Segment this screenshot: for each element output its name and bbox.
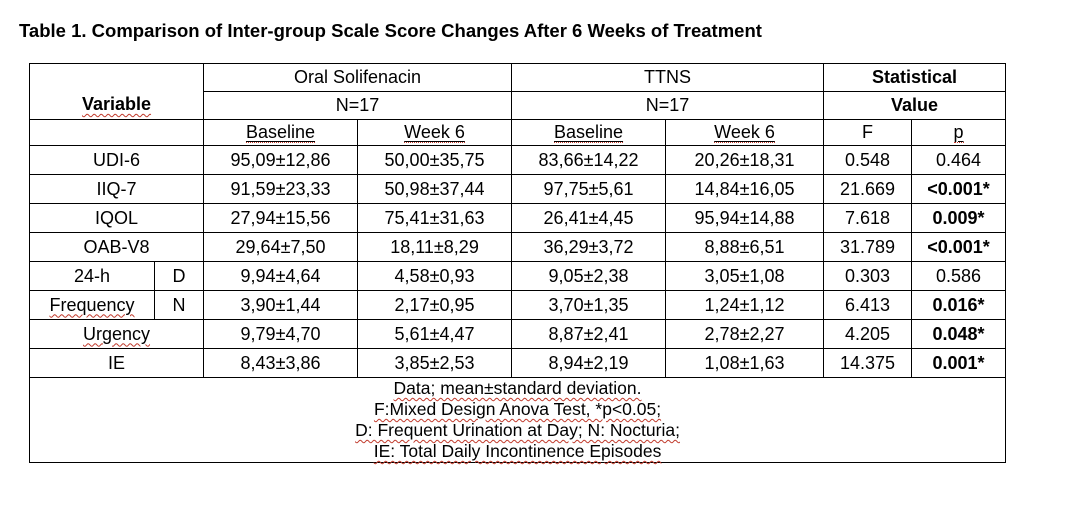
- p-header: p: [911, 119, 1007, 146]
- g2-baseline: 26,41±4,45: [511, 203, 667, 233]
- freq-label-top: 24-h: [29, 261, 155, 291]
- g1-week6: 5,61±4,47: [357, 319, 513, 349]
- g2-baseline: 8,94±2,19: [511, 348, 667, 378]
- note-line-1: Data; mean±standard deviation.: [393, 378, 642, 398]
- freq-code: N: [153, 290, 205, 320]
- g1-baseline: 29,64±7,50: [203, 232, 359, 262]
- g1-baseline: 91,59±23,33: [203, 174, 359, 204]
- g2-baseline: 36,29±3,72: [511, 232, 667, 262]
- f-value: 31.789: [823, 232, 913, 262]
- note-line-4: IE: Total Daily Incontinence Episodes: [373, 441, 662, 461]
- freq-label-bottom: Frequency: [29, 290, 155, 320]
- table-notes: Data; mean±standard deviation. F:Mixed D…: [28, 377, 1007, 463]
- g2-week6: 95,94±14,88: [665, 203, 825, 233]
- row-label: Urgency: [28, 319, 205, 349]
- variable-header: Variable: [28, 63, 205, 120]
- g1-baseline-header: Baseline: [203, 119, 359, 146]
- p-value: 0.009*: [911, 203, 1007, 233]
- g1-week6: 3,85±2,53: [357, 348, 513, 378]
- table-caption: Table 1. Comparison of Inter-group Scale…: [19, 20, 762, 41]
- p-value: 0.586: [911, 261, 1007, 291]
- f-header: F: [823, 119, 913, 146]
- g1-week6: 18,11±8,29: [357, 232, 513, 262]
- freq-code: D: [153, 261, 205, 291]
- g2-week6: 1,08±1,63: [665, 348, 825, 378]
- g2-week6-header: Week 6: [665, 119, 825, 146]
- p-value: 0.001*: [911, 348, 1007, 378]
- table-row: Frequency N 3,90±1,44 2,17±0,95 3,70±1,3…: [29, 290, 1007, 320]
- f-value: 0.548: [823, 145, 913, 175]
- g1-baseline: 9,94±4,64: [203, 261, 359, 291]
- g1-week6: 50,00±35,75: [357, 145, 513, 175]
- g2-week6: 1,24±1,12: [665, 290, 825, 320]
- g1-baseline: 3,90±1,44: [203, 290, 359, 320]
- g1-week6: 50,98±37,44: [357, 174, 513, 204]
- g1-week6: 4,58±0,93: [357, 261, 513, 291]
- p-value: <0.001*: [911, 232, 1007, 262]
- table-row: UDI-6 95,09±12,86 50,00±35,75 83,66±14,2…: [28, 145, 1007, 175]
- stat-header-line2: Value: [823, 91, 1007, 120]
- g1-week6: 2,17±0,95: [357, 290, 513, 320]
- stat-header-line1: Statistical: [823, 63, 1007, 92]
- f-value: 6.413: [823, 290, 913, 320]
- g2-baseline: 3,70±1,35: [511, 290, 667, 320]
- p-value: 0.016*: [911, 290, 1007, 320]
- group1-name: Oral Solifenacin: [203, 63, 513, 92]
- table-row: IQOL 27,94±15,56 75,41±31,63 26,41±4,45 …: [28, 203, 1007, 233]
- g2-week6: 14,84±16,05: [665, 174, 825, 204]
- p-value: 0.048*: [911, 319, 1007, 349]
- g1-baseline: 8,43±3,86: [203, 348, 359, 378]
- g2-baseline: 8,87±2,41: [511, 319, 667, 349]
- g1-week6-header: Week 6: [357, 119, 513, 146]
- g2-week6: 3,05±1,08: [665, 261, 825, 291]
- g2-week6: 2,78±2,27: [665, 319, 825, 349]
- f-value: 21.669: [823, 174, 913, 204]
- row-label: IQOL: [28, 203, 205, 233]
- f-value: 14.375: [823, 348, 913, 378]
- table-row: 24-h D 9,94±4,64 4,58±0,93 9,05±2,38 3,0…: [29, 261, 1007, 291]
- g1-week6: 75,41±31,63: [357, 203, 513, 233]
- g2-baseline-header: Baseline: [511, 119, 667, 146]
- g2-week6: 8,88±6,51: [665, 232, 825, 262]
- table-row: IIQ-7 91,59±23,33 50,98±37,44 97,75±5,61…: [28, 174, 1007, 204]
- row-label: IE: [28, 348, 205, 378]
- note-line-3: D: Frequent Urination at Day; N: Nocturi…: [355, 420, 680, 440]
- g1-baseline: 95,09±12,86: [203, 145, 359, 175]
- group2-n: N=17: [511, 91, 825, 120]
- f-value: 0.303: [823, 261, 913, 291]
- g2-week6: 20,26±18,31: [665, 145, 825, 175]
- g2-baseline: 83,66±14,22: [511, 145, 667, 175]
- comparison-table: Variable Oral Solifenacin TTNS Statistic…: [28, 63, 1007, 463]
- p-value: 0.464: [911, 145, 1007, 175]
- group1-n: N=17: [203, 91, 513, 120]
- table-row: OAB-V8 29,64±7,50 18,11±8,29 36,29±3,72 …: [28, 232, 1007, 262]
- g1-baseline: 27,94±15,56: [203, 203, 359, 233]
- row-label: IIQ-7: [28, 174, 205, 204]
- empty-cell: [28, 119, 205, 146]
- g2-baseline: 9,05±2,38: [511, 261, 667, 291]
- table-row: IE 8,43±3,86 3,85±2,53 8,94±2,19 1,08±1,…: [28, 348, 1007, 378]
- g1-baseline: 9,79±4,70: [203, 319, 359, 349]
- note-line-2: F:Mixed Design Anova Test, *p<0.05;: [373, 399, 662, 419]
- f-value: 7.618: [823, 203, 913, 233]
- f-value: 4.205: [823, 319, 913, 349]
- table-row: Urgency 9,79±4,70 5,61±4,47 8,87±2,41 2,…: [28, 319, 1007, 349]
- group2-name: TTNS: [511, 63, 825, 92]
- row-label: UDI-6: [28, 145, 205, 175]
- row-label: OAB-V8: [28, 232, 205, 262]
- g2-baseline: 97,75±5,61: [511, 174, 667, 204]
- p-value: <0.001*: [911, 174, 1007, 204]
